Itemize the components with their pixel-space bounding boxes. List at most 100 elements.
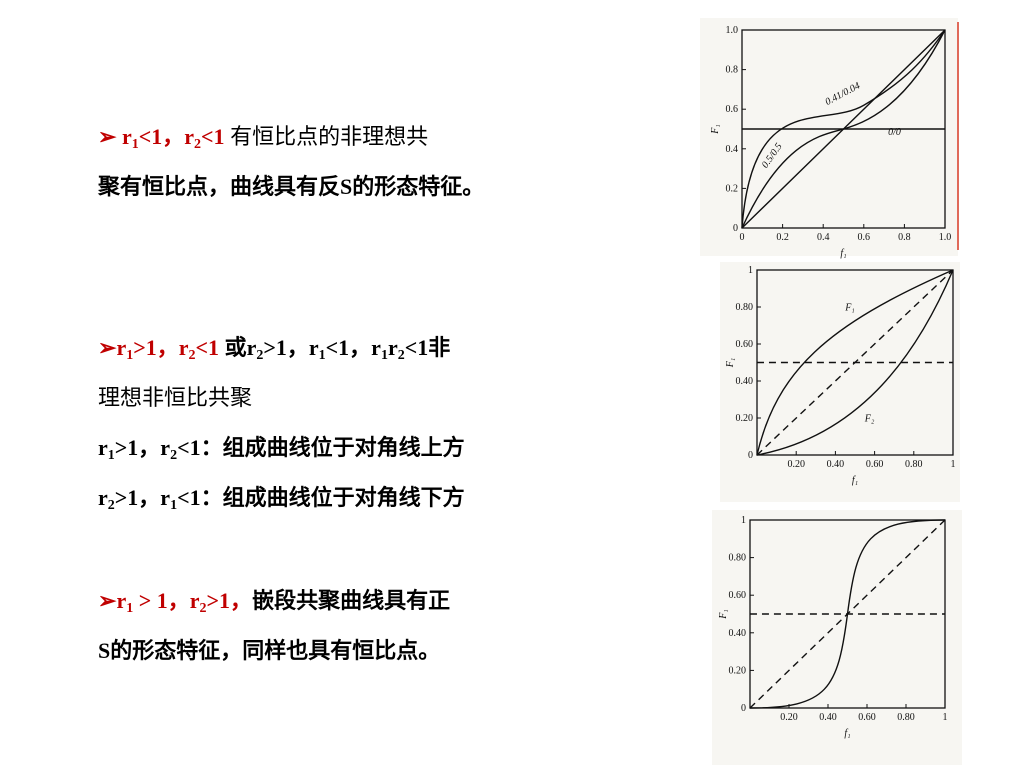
- y-tick-label: 0: [733, 223, 738, 234]
- x-tick-label: 0.6: [858, 232, 871, 243]
- y-axis-label: F₁: [718, 609, 729, 620]
- run: <1: [201, 124, 225, 149]
- x-tick-label: 0.20: [780, 712, 798, 723]
- text-line: ➢ r1<1，r2<1 有恒比点的非理想共: [98, 112, 658, 162]
- text-line: r2>1，r1<1：组成曲线位于对角线下方: [98, 473, 658, 523]
- x-tick-label: 0.8: [898, 232, 911, 243]
- y-tick-label: 0: [741, 703, 746, 714]
- run: 1: [107, 448, 115, 463]
- run: r: [121, 124, 132, 149]
- run: >1，r: [263, 335, 319, 360]
- curve: [741, 29, 946, 229]
- text-line: ➢r1 > 1，r2>1，嵌段共聚曲线具有正: [98, 576, 658, 626]
- curve: [749, 519, 946, 709]
- run: 2: [188, 348, 196, 363]
- x-tick-label: 0.60: [858, 712, 876, 723]
- y-tick-label: 1: [741, 515, 746, 526]
- run: <1，r: [138, 124, 195, 149]
- run: 1: [318, 348, 326, 363]
- y-tick-label: 1.0: [726, 25, 739, 36]
- run: 2: [199, 601, 207, 616]
- bullet: ➢: [98, 124, 117, 149]
- text-line: ➢r1>1，r2<1 或r2>1，r1<1，r1r2<1非: [98, 323, 658, 373]
- x-tick-label: 0: [740, 232, 745, 243]
- run: 2: [107, 498, 115, 513]
- bullet: ➢: [98, 588, 117, 613]
- y-tick-label: 0.2: [726, 183, 739, 194]
- curve: [741, 29, 946, 229]
- y-tick-label: 0: [748, 450, 753, 461]
- text-block: ➢r1 > 1，r2>1，嵌段共聚曲线具有正 S的形态特征，同样也具有恒比点。: [98, 576, 658, 676]
- y-tick-label: 0.80: [729, 553, 747, 564]
- figure-edge: [957, 22, 959, 250]
- run: >1，r: [114, 435, 171, 460]
- y-axis-label: F₁: [710, 124, 721, 135]
- y-tick-label: 0.20: [729, 665, 747, 676]
- run: 2: [397, 348, 405, 363]
- x-axis-label: f₁: [844, 728, 850, 739]
- run: <1：组成曲线位于对角线上方: [177, 435, 465, 460]
- run: 2: [194, 137, 202, 152]
- text-line: r1>1，r2<1：组成曲线位于对角线上方: [98, 423, 658, 473]
- y-tick-label: 0.40: [736, 376, 754, 387]
- y-tick-label: 0.20: [736, 413, 754, 424]
- y-tick-label: 0.60: [729, 590, 747, 601]
- curve: [756, 269, 954, 456]
- figure-background: [720, 262, 960, 502]
- run: 或r: [224, 335, 257, 360]
- run: 1: [126, 601, 134, 616]
- x-tick-label: 0.2: [776, 232, 789, 243]
- x-tick-label: 0.80: [897, 712, 915, 723]
- curve-label: F₂: [864, 414, 875, 425]
- run: r: [387, 335, 398, 360]
- run: 嵌段共聚曲线具有正: [252, 588, 451, 613]
- run: S的形态特征，同样也具有恒比点。: [98, 638, 441, 663]
- run: >1，r: [133, 335, 189, 360]
- run: 1: [170, 498, 178, 513]
- y-tick-label: 0.4: [726, 144, 739, 155]
- run: r: [116, 335, 127, 360]
- run: <1非: [404, 335, 451, 360]
- curve-label: F₁: [844, 303, 855, 314]
- x-tick-label: 0.40: [827, 459, 845, 470]
- run: <1：组成曲线位于对角线下方: [177, 485, 465, 510]
- y-tick-label: 1: [748, 265, 753, 276]
- bullet: ➢: [98, 335, 117, 360]
- x-axis-label: f₁: [852, 475, 858, 486]
- text-line: 聚有恒比点，曲线具有反S的形态特征。: [98, 162, 658, 212]
- run: 2: [256, 348, 264, 363]
- y-tick-label: 0.80: [736, 302, 754, 313]
- x-tick-label: 0.60: [866, 459, 884, 470]
- run: 2: [170, 448, 178, 463]
- x-tick-label: 1: [951, 459, 956, 470]
- run: r: [98, 485, 108, 510]
- text-line: 理想非恒比共聚: [98, 373, 658, 423]
- run: >1，: [206, 588, 253, 613]
- text-line: S的形态特征，同样也具有恒比点。: [98, 626, 658, 676]
- x-tick-label: 1.0: [939, 232, 952, 243]
- y-tick-label: 0.60: [736, 339, 754, 350]
- run: 1: [126, 348, 134, 363]
- run: 理想非恒比共聚: [98, 385, 253, 410]
- y-axis-label: F₁: [725, 358, 736, 369]
- curve-label: 0/0: [888, 127, 901, 138]
- figure-background: [712, 510, 962, 765]
- run: <1，r: [325, 335, 381, 360]
- text-block: ➢ r1<1，r2<1 有恒比点的非理想共 聚有恒比点，曲线具有反S的形态特征。: [98, 112, 658, 212]
- run: 1: [131, 137, 139, 152]
- run: 聚有恒比点，曲线具有反S的形态特征。: [98, 174, 485, 199]
- x-tick-label: 1: [943, 712, 948, 723]
- y-tick-label: 0.6: [726, 104, 739, 115]
- run: >1，r: [114, 485, 171, 510]
- y-tick-label: 0.40: [729, 628, 747, 639]
- x-tick-label: 0.4: [817, 232, 830, 243]
- curve: [756, 269, 954, 456]
- x-tick-label: 0.20: [787, 459, 805, 470]
- run: <1: [195, 335, 220, 360]
- figure-background: [700, 18, 958, 256]
- x-axis-label: f₁: [840, 248, 846, 259]
- run: > 1，r: [133, 588, 200, 613]
- run: 有恒比点的非理想共: [230, 124, 429, 149]
